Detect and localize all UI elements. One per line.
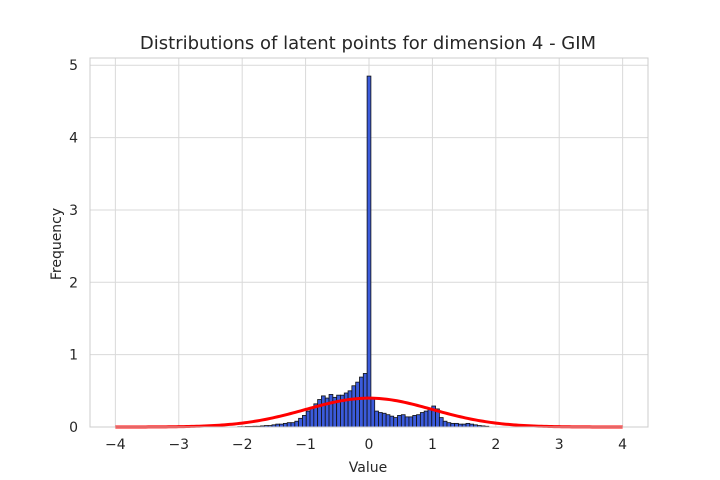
histogram-bar	[465, 422, 471, 428]
histogram-bar	[400, 414, 406, 428]
plot-frame	[89, 57, 649, 428]
histogram-bar	[419, 412, 425, 428]
histogram-bar	[446, 422, 452, 428]
histogram-bar	[302, 415, 307, 428]
plot-area	[89, 57, 649, 429]
y-tick-labels: 0 1 2 3 4 5	[69, 58, 78, 436]
x-tick-label: −1	[295, 437, 316, 453]
x-axis-label: Value	[349, 460, 387, 476]
histogram-bar	[359, 376, 364, 428]
histogram-bar	[294, 420, 300, 428]
histogram-bar	[423, 410, 429, 428]
histogram-bar	[370, 397, 376, 428]
x-tick-label: 1	[428, 437, 437, 453]
histogram-bar	[362, 373, 368, 428]
histogram-bar	[412, 415, 417, 428]
histogram-bar	[317, 399, 322, 428]
histogram-bar	[328, 394, 334, 428]
histogram-bar	[290, 422, 296, 428]
histogram-bar	[347, 390, 353, 428]
histogram-bar	[454, 422, 459, 428]
histogram-bar	[416, 414, 421, 428]
x-tick-label: 3	[555, 437, 564, 453]
histogram-bar	[309, 407, 315, 428]
y-tick-label: 3	[69, 203, 78, 219]
histogram-bar	[366, 75, 372, 428]
normal-curve	[115, 396, 623, 429]
y-axis-label: Frequency	[49, 208, 65, 280]
y-tick-label: 0	[69, 420, 78, 436]
histogram-bar	[442, 420, 448, 428]
histogram-bar	[305, 410, 311, 428]
x-tick-label: −3	[168, 437, 189, 453]
chart-title: Distributions of latent points for dimen…	[140, 33, 596, 54]
x-tick-label: 4	[618, 437, 627, 453]
histogram-bar	[343, 392, 349, 428]
histogram-bar	[374, 410, 379, 428]
x-tick-label: −4	[105, 437, 126, 453]
x-tick-label: 2	[491, 437, 500, 453]
histogram-bar	[355, 381, 360, 428]
histogram-bar	[286, 422, 292, 428]
histogram-bar	[408, 416, 414, 428]
histogram-bar	[404, 416, 410, 428]
histogram-bar	[385, 414, 391, 428]
histogram-bar	[438, 417, 444, 428]
histogram-bar	[282, 422, 288, 428]
histogram-bar	[427, 407, 433, 428]
histogram-bar	[321, 395, 326, 428]
histogram-bar	[298, 417, 303, 428]
histogram-bar	[378, 412, 383, 428]
x-tick-label: 0	[365, 437, 374, 453]
histogram-bar	[450, 422, 456, 428]
y-tick-label: 1	[69, 348, 78, 364]
x-tick-label: −2	[232, 437, 253, 453]
y-tick-label: 2	[69, 275, 78, 291]
histogram-bar	[351, 385, 357, 428]
histogram-bar	[389, 415, 395, 428]
y-tick-label: 5	[69, 58, 78, 74]
histogram-bar	[393, 417, 398, 428]
histogram-bar	[397, 415, 402, 428]
histogram-bar	[381, 412, 387, 428]
x-tick-labels: −4 −3 −2 −1 0 1 2 3 4	[105, 437, 627, 453]
y-tick-label: 4	[69, 131, 78, 147]
